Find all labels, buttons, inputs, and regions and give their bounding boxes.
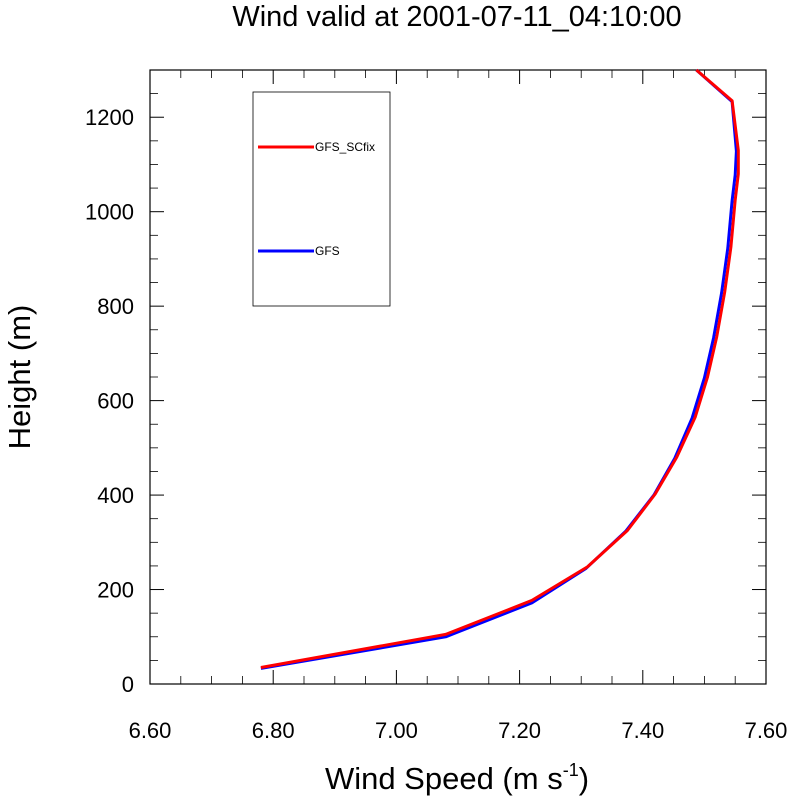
x-axis-label-superscript: -1 [563,760,579,780]
y-tick-label: 1000 [85,200,134,225]
x-tick-label: 6.80 [252,718,295,743]
x-tick-label: 6.60 [129,718,172,743]
y-tick-label: 1200 [85,105,134,130]
legend-label-gfs: GFS [315,244,340,258]
plot-frame [149,69,767,685]
y-tick-label: 800 [97,294,134,319]
x-tick-label: 7.60 [745,718,788,743]
x-tick-label: 7.20 [498,718,541,743]
y-axis-label: Height (m) [2,305,37,450]
x-minor-ticks [180,70,736,684]
x-axis-label-close: ) [579,761,589,796]
series-layer [260,68,740,670]
legend: GFS_SCfix GFS [252,91,391,307]
y-tick-label: 600 [97,389,134,414]
y-tick-label: 200 [97,578,134,603]
x-major-ticks: 6.60 6.80 7.00 7.20 7.40 7.60 [129,70,788,743]
x-tick-label: 7.40 [621,718,664,743]
x-tick-label: 7.00 [375,718,418,743]
x-axis-label: Wind Speed (m s-1) [325,760,589,796]
y-tick-label: 0 [122,672,134,697]
legend-box [252,91,391,307]
series-line-gfs-scfix [260,68,740,669]
y-major-ticks: 0 200 400 600 800 1000 1200 [85,105,766,697]
y-minor-ticks [150,69,766,661]
y-tick-label: 400 [97,483,134,508]
x-axis-label-main: Wind Speed (m s [325,761,563,796]
chart-title: Wind valid at 2001-07-11_04:10:00 [232,1,681,33]
legend-label-gfs-scfix: GFS_SCfix [315,140,375,154]
